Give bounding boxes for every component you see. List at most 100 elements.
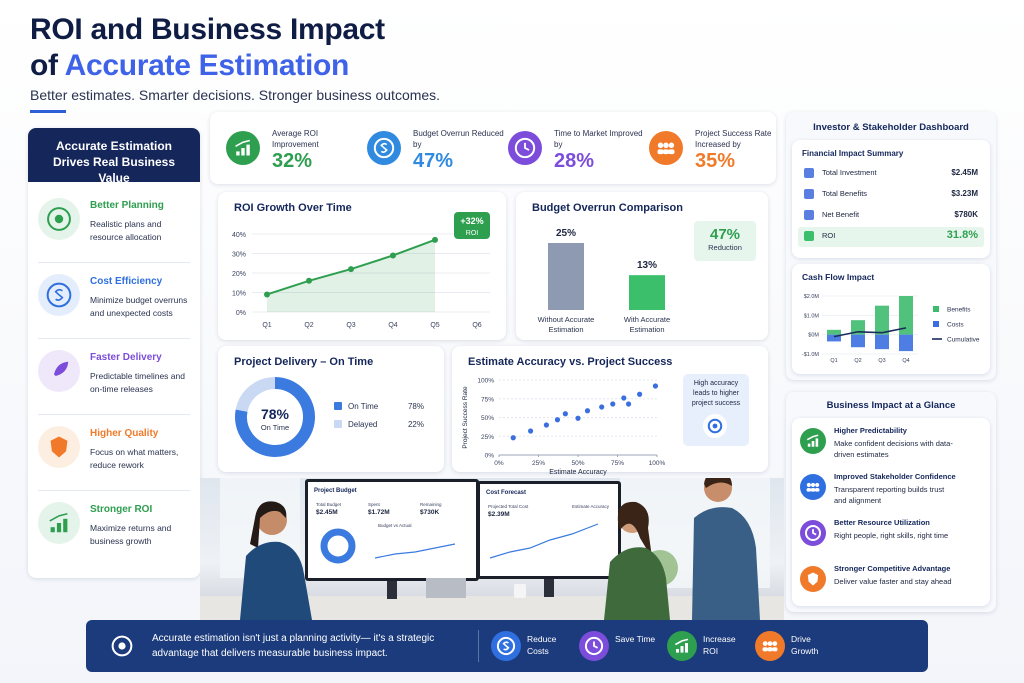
icon-shape [810, 482, 816, 487]
icon-shape [63, 518, 68, 533]
icon-glyph [46, 282, 72, 308]
footer-banner: Accurate estimation isn't just a plannin… [86, 620, 928, 672]
kpi-label: Project Success Rate Increased by [695, 129, 772, 149]
row-label: Net Benefit [822, 210, 860, 219]
icon-glyph [47, 207, 71, 231]
icon-glyph [657, 142, 675, 155]
point [625, 401, 632, 407]
dashboard-title: Investor & Stakeholder Dashboard [813, 122, 969, 133]
icon [800, 428, 826, 454]
icon [800, 474, 826, 500]
icon-shape [685, 643, 688, 653]
bar [851, 320, 865, 335]
person-hair [250, 501, 287, 548]
sidebar-item-text: Maximize returns and business growth [90, 523, 172, 546]
impact-title: Business Impact at a Glance [826, 400, 956, 411]
monitor-stat-label: Total Budget [316, 502, 342, 507]
icon-glyph [496, 636, 516, 656]
row-label: ROI [822, 231, 836, 240]
chart-card: 0% 25% 50% 75% 100% 0% 25% 50% 75% 100% Estimate A… [452, 346, 768, 476]
icon [800, 566, 826, 592]
legend-swatch [334, 420, 342, 428]
annotation-box [454, 212, 490, 239]
y-tick-label: 100% [477, 378, 494, 385]
kpi-value: 47% [413, 150, 454, 172]
x-tick-label: Q2 [854, 358, 861, 364]
y-tick-label: 40% [232, 232, 246, 239]
icon-shape [815, 438, 819, 447]
point [510, 435, 516, 441]
separator [38, 338, 190, 339]
legend-label: Delayed [348, 420, 377, 429]
icon-shape [524, 142, 530, 151]
sidebar-item-title: Stronger ROI [90, 504, 153, 515]
icon-glyph [514, 137, 536, 159]
icon-shape [814, 488, 820, 492]
icon-glyph [806, 482, 820, 492]
point [432, 236, 438, 243]
page-title: ROI and Business Impact of Accurate Estim… [30, 12, 385, 84]
icon-shape [772, 647, 778, 652]
icon-shape [54, 288, 64, 301]
legend-swatch [334, 402, 342, 410]
monitor-stat-value: $2.45M [316, 509, 338, 516]
icon [38, 350, 80, 392]
icon-glyph [111, 635, 133, 657]
icon-shape [46, 282, 72, 308]
summary-title: Financial Impact Summary [802, 149, 904, 158]
icon-shape [811, 441, 815, 447]
annotation: 47% [709, 226, 741, 243]
y-tick-label: 20% [232, 271, 246, 278]
icon-glyph [804, 524, 822, 542]
x-tick-label: Q6 [472, 322, 481, 329]
icon-shape [806, 482, 811, 487]
value-label: 25% [556, 228, 576, 239]
icon-shape [373, 137, 395, 159]
kpi-label: Average ROI Improvement [272, 129, 319, 149]
y-tick-label: 30% [232, 252, 246, 259]
icon-shape [593, 641, 599, 649]
chart-title: ROI Growth Over Time [234, 202, 352, 214]
x-tick-label: 50% [571, 460, 584, 467]
chart-canvas: 0% 10% 20% 30% 40% Q1 Q2 Q3 Q4 Q5 Q6 +32% ROI [232, 212, 490, 329]
monitor-stat-label: Spent [368, 502, 381, 507]
y-tick-label: 25% [481, 434, 494, 441]
icon-shape [807, 443, 811, 447]
annotation-box: 47% Reduction [694, 221, 756, 261]
person-body [692, 507, 760, 620]
x-tick-label: Q5 [430, 322, 439, 329]
row-icon [804, 168, 814, 178]
icon [703, 414, 727, 438]
icon-glyph [235, 139, 250, 156]
y-tick-label: 0% [236, 310, 246, 317]
icon-shape [54, 214, 64, 224]
y-tick-label: 75% [481, 396, 494, 403]
monitor-title: Cost Forecast [486, 490, 526, 496]
dashboard: Investor & Stakeholder Dashboard Financia… [786, 112, 996, 380]
area [267, 239, 435, 312]
icon-shape [235, 139, 250, 148]
center-sub: On Time [261, 423, 289, 432]
x-tick-label: Without Accurate Estimation [537, 315, 595, 334]
impact-item-title: Stronger Competitive Advantage [834, 564, 951, 573]
footer-action: Increase ROI [703, 634, 736, 656]
x-tick-label: Q1 [262, 322, 271, 329]
monitor-stat-value: $1.72M [368, 509, 390, 516]
impact-list: Higher Predictability Make confident deci… [792, 418, 990, 606]
icon-shape [657, 149, 664, 155]
bar [899, 296, 913, 335]
footer-action: Save Time [615, 634, 656, 644]
kpi-label: Budget Overrun Reduced by [413, 129, 504, 149]
icon [579, 631, 609, 661]
chart-canvas: Project Budget Total Budget $2.45M Spent $1.… [200, 478, 784, 620]
bar [899, 334, 913, 352]
impact-item-text: Make confident decisions with data-drive… [834, 439, 953, 459]
footer-message: Accurate estimation isn't just a plannin… [152, 633, 435, 659]
center-label: 78% [261, 406, 290, 422]
chart-title: Project Delivery – On Time [234, 356, 374, 368]
icon-shape [50, 436, 68, 458]
icon-shape [236, 151, 240, 156]
x-tick-label: 75% [611, 460, 624, 467]
y-tick-label: -$1.0M [802, 352, 820, 358]
